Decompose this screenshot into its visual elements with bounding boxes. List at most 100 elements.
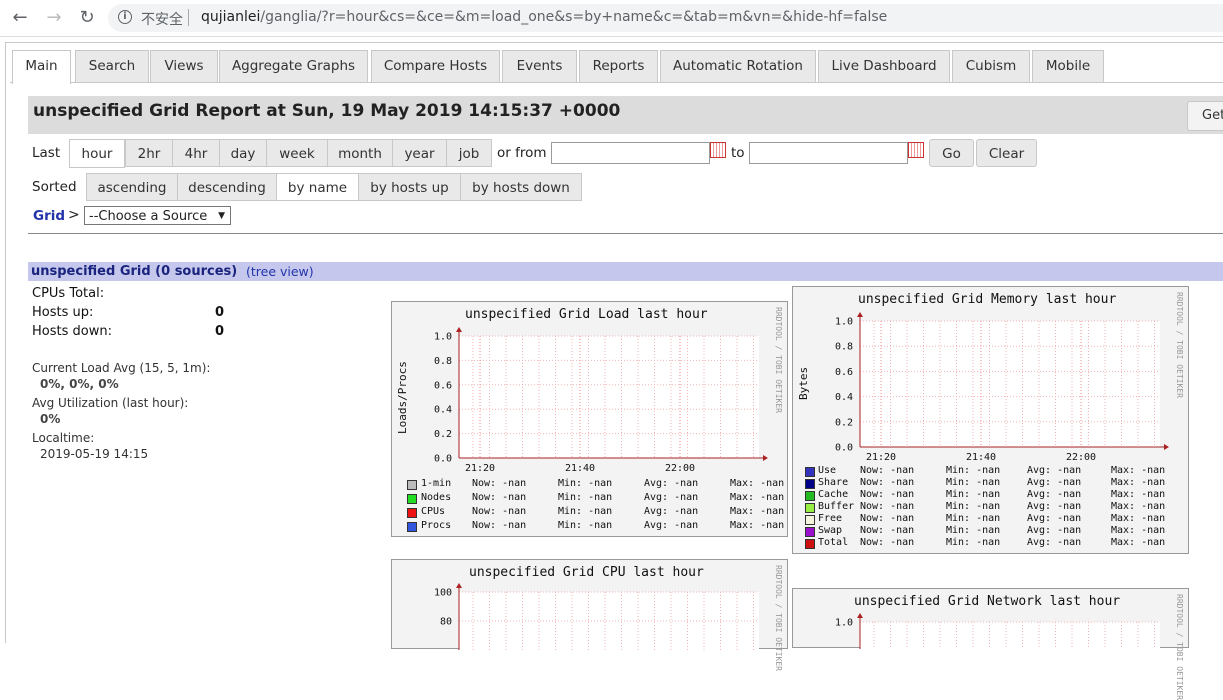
y-tick-label: 0.2 xyxy=(835,417,853,428)
tab-events[interactable]: Events xyxy=(502,50,577,82)
sort-by-hosts-down[interactable]: by hosts down xyxy=(460,173,582,201)
from-label: or from xyxy=(497,145,547,161)
cpu-graph[interactable]: unspecified Grid CPU last hour RRDTOOL /… xyxy=(391,559,788,671)
source-select[interactable]: --Choose a Source ▼ xyxy=(84,206,231,225)
y-tick-label: 0.6 xyxy=(434,380,452,391)
legend-series-name: Procs xyxy=(421,520,452,531)
legend-now: Now: -nan xyxy=(472,478,527,489)
legend-swatch xyxy=(407,480,417,490)
tree-view-link[interactable]: (tree view) xyxy=(246,264,314,279)
legend-now: Now: -nan xyxy=(472,506,527,517)
legend-swatch xyxy=(407,522,417,532)
plot-area xyxy=(459,336,759,458)
legend-min: Min: -nan xyxy=(558,492,613,503)
info-icon[interactable]: i xyxy=(118,10,132,24)
legend-series-name: Swap xyxy=(818,525,843,536)
legend-swatch xyxy=(805,515,815,525)
legend-series-name: Nodes xyxy=(421,492,452,503)
y-tick-label: 0.4 xyxy=(434,405,452,416)
range-week[interactable]: week xyxy=(266,139,328,167)
load-graph[interactable]: unspecified Grid Load last hour RRDTOOL … xyxy=(391,301,788,537)
legend-max: Max: -nan xyxy=(1111,525,1166,536)
range-month[interactable]: month xyxy=(327,139,393,167)
load-graph-plot: 1.0 0.8 0.6 0.4 0.2 0.0 21:20 21:40 22:00 xyxy=(434,327,768,474)
clear-button[interactable]: Clear xyxy=(976,139,1037,167)
get-button[interactable]: Get xyxy=(1187,101,1223,131)
legend-max: Max: -nan xyxy=(1111,465,1166,476)
url-host: qujianlei xyxy=(201,9,261,25)
insecure-label: 不安全 xyxy=(141,12,183,28)
legend-swatch xyxy=(805,491,815,501)
range-year[interactable]: year xyxy=(392,139,447,167)
tab-views[interactable]: Views xyxy=(150,50,218,82)
breadcrumb-separator: > xyxy=(68,207,80,223)
sort-by-name[interactable]: by name xyxy=(276,173,359,201)
calendar-icon[interactable] xyxy=(908,142,924,158)
legend-min: Min: -nan xyxy=(558,506,613,517)
y-tick-label: 100 xyxy=(434,588,452,599)
memory-graph[interactable]: unspecified Grid Memory last hour RRDTOO… xyxy=(792,286,1189,554)
legend-series-name: CPUs xyxy=(421,506,446,517)
legend-avg: Avg: -nan xyxy=(1027,489,1082,500)
reload-icon[interactable]: ↻ xyxy=(79,7,95,28)
legend-max: Max: -nan xyxy=(1111,489,1166,500)
plot-area xyxy=(860,321,1160,447)
url-path: /ganglia/?r=hour&cs=&ce=&m=load_one&s=by… xyxy=(260,9,888,25)
url-text[interactable]: qujianlei/ganglia/?r=hour&cs=&ce=&m=load… xyxy=(201,9,887,25)
tab-aggregate-graphs[interactable]: Aggregate Graphs xyxy=(219,50,368,82)
y-tick-label: 0.8 xyxy=(434,356,452,367)
sort-descending[interactable]: descending xyxy=(177,173,277,201)
legend-swatch xyxy=(805,527,815,537)
legend-swatch xyxy=(407,508,417,518)
y-tick-label: 0.8 xyxy=(835,342,853,353)
legend-min: Min: -nan xyxy=(558,478,613,489)
legend-avg: Avg: -nan xyxy=(1027,537,1082,548)
range-hour[interactable]: hour xyxy=(69,139,125,168)
legend-now: Now: -nan xyxy=(472,492,527,503)
sort-ascending[interactable]: ascending xyxy=(86,173,178,201)
legend-min: Min: -nan xyxy=(946,477,1001,488)
legend-swatch xyxy=(407,494,417,504)
hosts-up-value: 0 xyxy=(215,305,225,320)
legend-max: Max: -nan xyxy=(1111,537,1166,548)
calendar-icon[interactable] xyxy=(710,142,726,158)
memory-graph-plot: 1.0 0.8 0.6 0.4 0.2 0.0 21:20 21:40 22:00 xyxy=(835,312,1169,463)
legend-max: Max: -nan xyxy=(1111,501,1166,512)
grid-breadcrumb-link[interactable]: Grid xyxy=(33,208,66,224)
divider xyxy=(28,233,1223,234)
x-tick-label: 21:20 xyxy=(866,452,896,463)
sort-by-hosts-up[interactable]: by hosts up xyxy=(358,173,461,201)
tab-automatic-rotation[interactable]: Automatic Rotation xyxy=(660,50,816,82)
y-tick-label: 80 xyxy=(440,617,452,628)
address-bar[interactable] xyxy=(108,4,1223,32)
tab-live-dashboard[interactable]: Live Dashboard xyxy=(818,50,950,82)
forward-arrow-icon[interactable]: → xyxy=(46,7,62,28)
back-arrow-icon[interactable]: ← xyxy=(12,7,28,28)
to-date-input[interactable] xyxy=(749,142,908,164)
range-job[interactable]: job xyxy=(446,139,492,167)
tab-main[interactable]: Main xyxy=(12,50,71,84)
go-button[interactable]: Go xyxy=(929,139,974,167)
from-date-input[interactable] xyxy=(551,142,710,164)
utilization-value: 0% xyxy=(40,412,61,426)
load-graph-title: unspecified Grid Load last hour xyxy=(465,307,708,322)
tab-mobile[interactable]: Mobile xyxy=(1032,50,1104,82)
legend-now: Now: -nan xyxy=(860,501,915,512)
range-2hr[interactable]: 2hr xyxy=(125,139,173,167)
memory-graph-title: unspecified Grid Memory last hour xyxy=(858,292,1117,307)
legend-now: Now: -nan xyxy=(860,465,915,476)
legend-now: Now: -nan xyxy=(860,525,915,536)
legend-min: Min: -nan xyxy=(946,537,1001,548)
hosts-up-label: Hosts up: xyxy=(32,305,94,320)
legend-avg: Avg: -nan xyxy=(1027,501,1082,512)
tab-reports[interactable]: Reports xyxy=(579,50,658,82)
network-graph[interactable]: unspecified Grid Network last hour RRDTO… xyxy=(792,588,1189,700)
cpus-total-label: CPUs Total: xyxy=(32,286,105,301)
tab-cubism[interactable]: Cubism xyxy=(952,50,1030,82)
range-4hr[interactable]: 4hr xyxy=(172,139,220,167)
range-day[interactable]: day xyxy=(219,139,267,167)
legend-avg: Avg: -nan xyxy=(644,520,699,531)
tab-search[interactable]: Search xyxy=(75,50,149,82)
tab-compare-hosts[interactable]: Compare Hosts xyxy=(371,50,500,82)
legend-avg: Avg: -nan xyxy=(1027,477,1082,488)
